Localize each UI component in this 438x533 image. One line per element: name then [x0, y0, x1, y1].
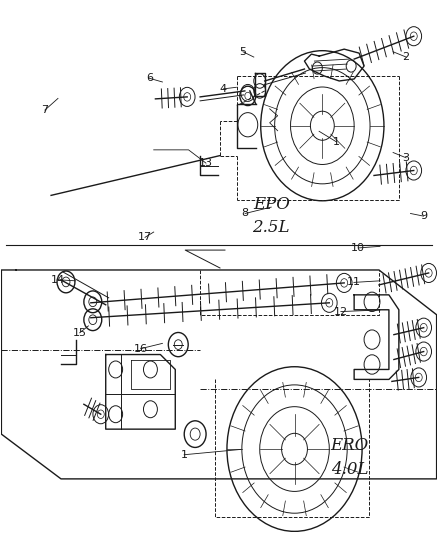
Text: 6: 6: [146, 73, 153, 83]
Text: 8: 8: [241, 208, 249, 219]
Text: 13: 13: [199, 158, 213, 168]
Text: 1: 1: [333, 137, 340, 147]
Text: 1: 1: [181, 450, 187, 460]
Text: 2: 2: [403, 52, 410, 62]
Text: 17: 17: [138, 232, 152, 243]
Text: 14: 14: [51, 274, 65, 285]
Text: 7: 7: [41, 105, 49, 115]
Text: 3: 3: [403, 153, 410, 163]
Text: 5: 5: [240, 47, 247, 56]
Text: 11: 11: [347, 277, 361, 287]
Text: 9: 9: [420, 211, 427, 221]
Text: 4: 4: [220, 84, 227, 94]
Text: EPO
2.5L: EPO 2.5L: [252, 196, 290, 236]
Text: 15: 15: [73, 328, 87, 338]
Text: ERO
4.0L: ERO 4.0L: [330, 437, 369, 478]
Text: 12: 12: [334, 306, 348, 317]
Text: 16: 16: [134, 344, 148, 354]
Text: 10: 10: [351, 243, 365, 253]
